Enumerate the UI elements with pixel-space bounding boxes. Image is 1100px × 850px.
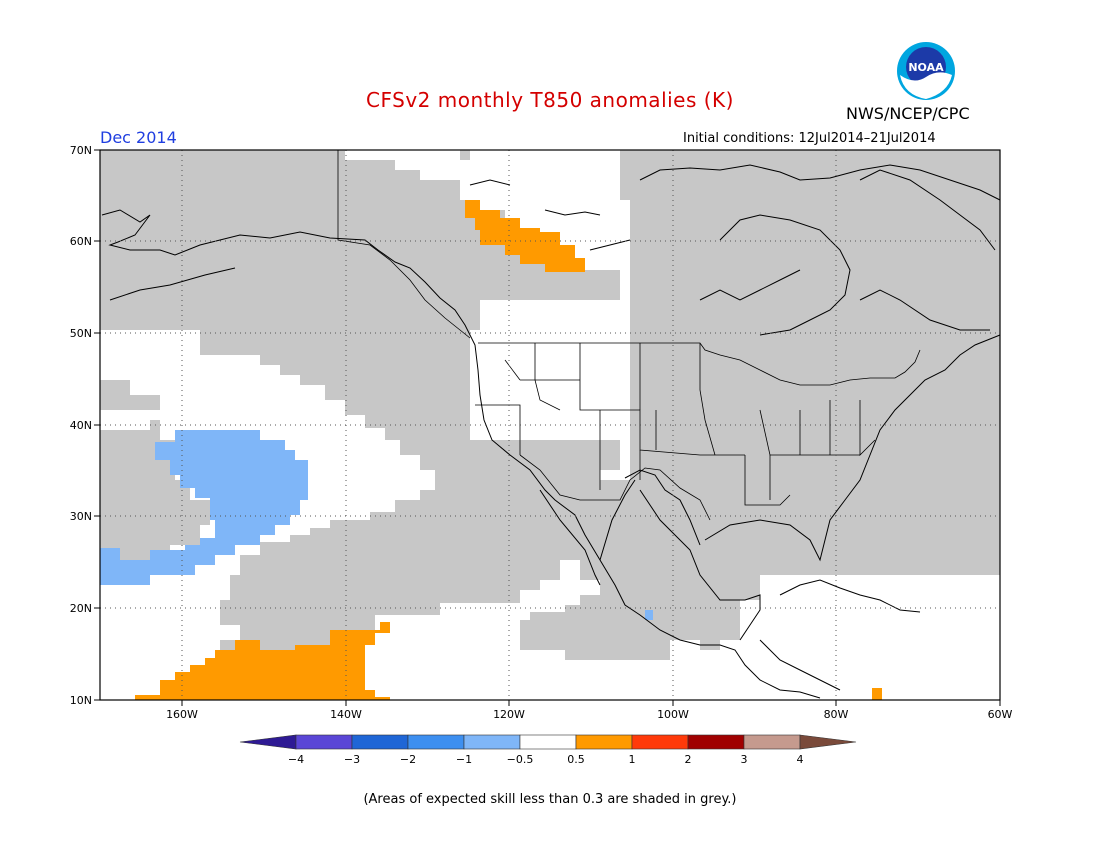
low-skill-areas — [100, 150, 1000, 660]
political-borders — [337, 150, 921, 521]
initial-conditions: Initial conditions: 12Jul2014–21Jul2014 — [683, 131, 936, 146]
colorbar-tick: −2 — [400, 753, 416, 766]
colorbar-tick: 1 — [629, 753, 636, 766]
colorbar-segment — [575, 734, 633, 750]
colorbar-segment — [351, 734, 409, 750]
colorbar-segment — [519, 734, 577, 750]
lat-label: 50N — [70, 327, 92, 340]
negative-anomaly-areas — [100, 430, 653, 620]
lon-label: 100W — [657, 708, 689, 721]
lon-label: 120W — [493, 708, 525, 721]
coastlines — [101, 164, 1001, 699]
lat-label: 40N — [70, 419, 92, 432]
lat-label: 20N — [70, 602, 92, 615]
colorbar: −4 −3 −2 −1 −0.5 0.5 1 2 3 4 — [239, 734, 857, 766]
agency-label: NWS/NCEP/CPC — [846, 104, 970, 123]
colorbar-tick: 3 — [741, 753, 748, 766]
colorbar-segment — [295, 734, 353, 750]
colorbar-extend-low — [239, 734, 297, 750]
lat-label: 70N — [70, 144, 92, 157]
noaa-logo: NOAA — [897, 42, 955, 100]
skill-note: (Areas of expected skill less than 0.3 a… — [363, 792, 737, 807]
colorbar-segment — [687, 734, 745, 750]
lat-label: 30N — [70, 510, 92, 523]
colorbar-labels: −4 −3 −2 −1 −0.5 0.5 1 2 3 4 — [288, 753, 804, 766]
month-label: Dec 2014 — [100, 128, 177, 147]
lon-label: 60W — [988, 708, 1013, 721]
gridlines — [100, 150, 1000, 700]
lon-label: 160W — [166, 708, 198, 721]
colorbar-tick: −3 — [344, 753, 360, 766]
lon-labels: 160W 140W 120W 100W 80W 60W — [166, 708, 1012, 721]
colorbar-segment — [407, 734, 465, 750]
lat-label: 60N — [70, 235, 92, 248]
colorbar-tick: −0.5 — [507, 753, 534, 766]
lon-label: 80W — [824, 708, 849, 721]
colorbar-segment — [631, 734, 689, 750]
lon-label: 140W — [330, 708, 362, 721]
colorbar-tick: 4 — [797, 753, 804, 766]
colorbar-tick: −4 — [288, 753, 304, 766]
colorbar-segment — [743, 734, 801, 750]
positive-anomaly-areas — [135, 200, 882, 700]
colorbar-segment — [463, 734, 521, 750]
chart-title: CFSv2 monthly T850 anomalies (K) — [366, 88, 734, 112]
colorbar-tick: 0.5 — [567, 753, 585, 766]
lat-labels: 70N 60N 50N 40N 30N 20N 10N — [70, 144, 92, 707]
colorbar-tick: 2 — [685, 753, 692, 766]
noaa-logo-text: NOAA — [908, 61, 944, 74]
lat-label: 10N — [70, 694, 92, 707]
colorbar-tick: −1 — [456, 753, 472, 766]
colorbar-extend-high — [799, 734, 857, 750]
anomaly-map: 70N 60N 50N 40N 30N 20N 10N 160W 140W 12… — [70, 144, 1013, 721]
